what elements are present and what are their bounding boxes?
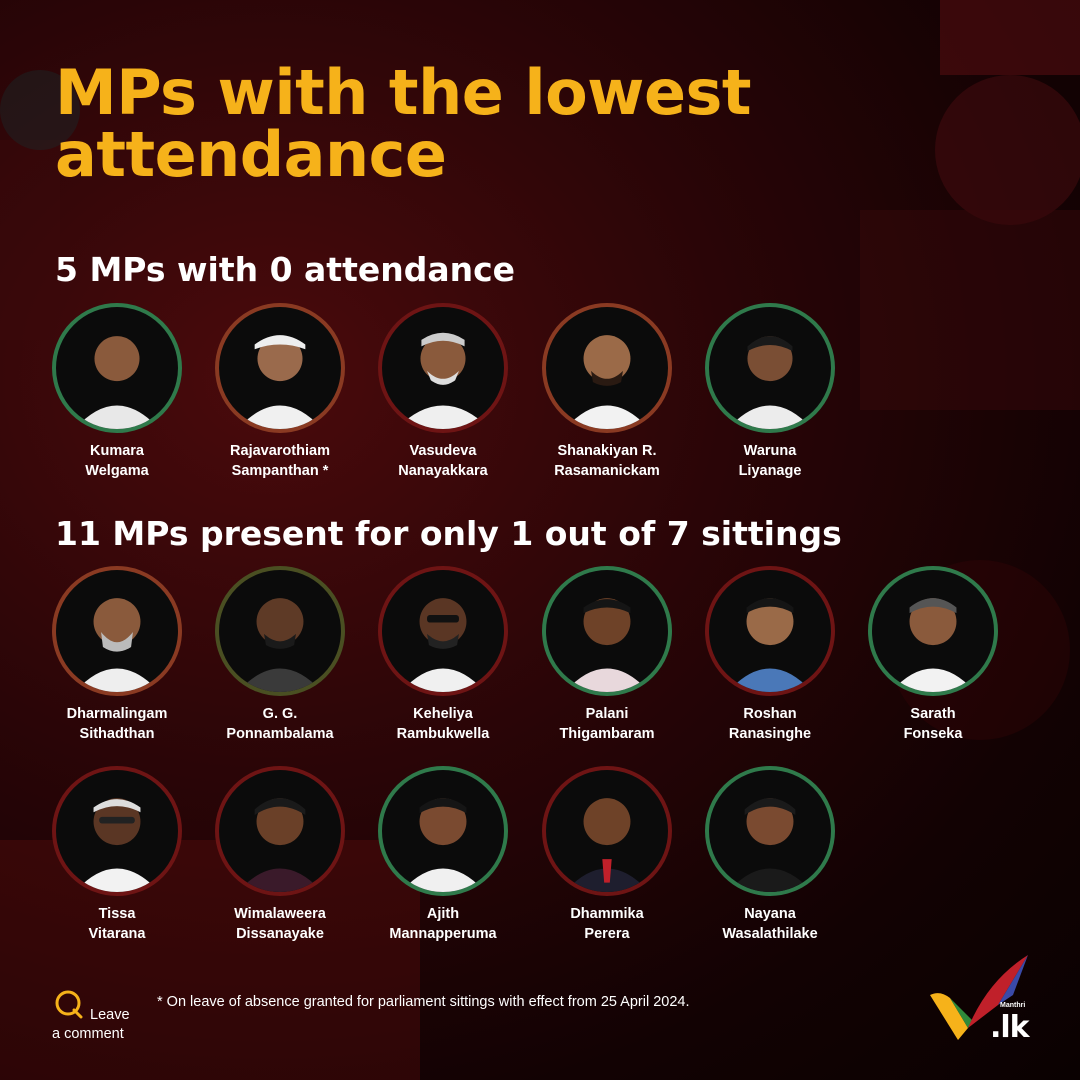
- mp-name: Keheliya Rambukwella: [396, 706, 490, 742]
- mp-name: Wimalaweera Dissanayake: [234, 906, 326, 942]
- mp-card: G. G. Ponnambalama: [200, 566, 360, 744]
- mp-avatar: [378, 766, 508, 896]
- mp-card: Waruna Liyanage: [690, 303, 850, 481]
- manthri-logo-icon: [930, 955, 1028, 1040]
- mp-card: Sarath Fonseka: [853, 566, 1013, 744]
- mp-name: Nayana Wasalathilake: [722, 906, 818, 942]
- mp-avatar: [542, 766, 672, 896]
- comment-icon: [55, 990, 83, 1019]
- mp-card: Kumara Welgama: [37, 303, 197, 481]
- mp-avatar: [215, 766, 345, 896]
- mp-card: Tissa Vitarana: [37, 766, 197, 944]
- mp-card: Nayana Wasalathilake: [690, 766, 850, 944]
- mp-card: Dhammika Perera: [527, 766, 687, 944]
- leave-comment-label: Leave a comment: [52, 1007, 130, 1042]
- mp-avatar: [705, 766, 835, 896]
- section-heading-one-sitting: 11 MPs present for only 1 out of 7 sitti…: [55, 514, 842, 553]
- mp-name: Shanakiyan R. Rasamanickam: [554, 443, 660, 479]
- mp-card: Dharmalingam Sithadthan: [37, 566, 197, 744]
- mp-avatar: [705, 566, 835, 696]
- mp-name: Rajavarothiam Sampanthan *: [230, 443, 330, 479]
- mp-name: Dhammika Perera: [570, 906, 644, 942]
- logo-small-text: Manthri: [1000, 1002, 1026, 1009]
- mp-avatar: [542, 566, 672, 696]
- mp-name: Dharmalingam Sithadthan: [66, 706, 168, 742]
- mp-card: Wimalaweera Dissanayake: [200, 766, 360, 944]
- mp-card: Vasudeva Nanayakkara: [363, 303, 523, 481]
- mp-card: Palani Thigambaram: [527, 566, 687, 744]
- leave-comment-button[interactable]: Leave a comment: [52, 990, 152, 1046]
- mp-avatar: [705, 303, 835, 433]
- mp-avatar: [215, 303, 345, 433]
- mp-name: Sarath Fonseka: [903, 706, 963, 742]
- mp-avatar: [378, 566, 508, 696]
- mp-name: Kumara Welgama: [85, 443, 149, 479]
- section-heading-zero-attendance: 5 MPs with 0 attendance: [55, 250, 516, 289]
- mp-avatar: [378, 303, 508, 433]
- mp-card: Ajith Mannapperuma: [363, 766, 523, 944]
- mp-avatar: [868, 566, 998, 696]
- mp-card: Rajavarothiam Sampanthan *: [200, 303, 360, 481]
- footnote: * On leave of absence granted for parlia…: [157, 994, 690, 1010]
- mp-card: Keheliya Rambukwella: [363, 566, 523, 744]
- mp-avatar: [52, 766, 182, 896]
- mp-name: Waruna Liyanage: [738, 443, 802, 479]
- mp-avatar: [52, 303, 182, 433]
- mp-name: Tissa Vitarana: [88, 906, 146, 942]
- mp-name: Palani Thigambaram: [559, 706, 655, 742]
- mp-avatar: [215, 566, 345, 696]
- logo-text: .lk: [990, 1010, 1030, 1045]
- mp-avatar: [542, 303, 672, 433]
- mp-name: Vasudeva Nanayakkara: [398, 443, 488, 479]
- mp-card: Shanakiyan R. Rasamanickam: [527, 303, 687, 481]
- mp-name: G. G. Ponnambalama: [226, 706, 334, 742]
- page-title: MPs with the lowest attendance: [55, 56, 752, 191]
- mp-avatar: [52, 566, 182, 696]
- mp-name: Roshan Ranasinghe: [728, 706, 812, 742]
- mp-card: Roshan Ranasinghe: [690, 566, 850, 744]
- mp-name: Ajith Mannapperuma: [389, 906, 497, 942]
